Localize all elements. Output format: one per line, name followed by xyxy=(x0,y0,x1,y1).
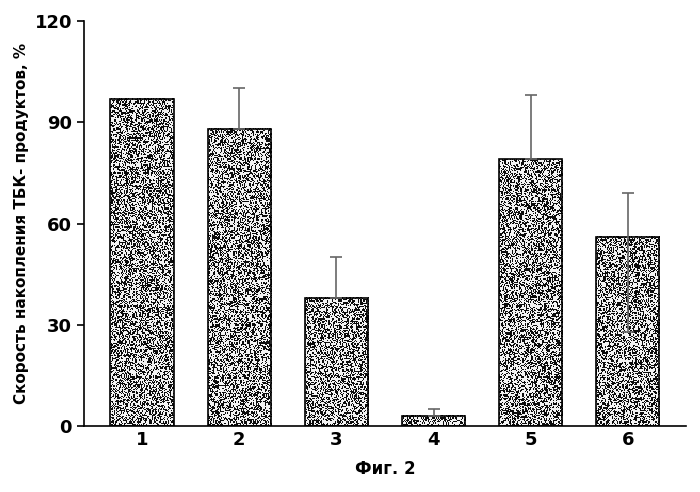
Y-axis label: Скорость накопления ТБК- продуктов, %: Скорость накопления ТБК- продуктов, % xyxy=(14,43,29,404)
Bar xyxy=(596,237,659,426)
Bar xyxy=(111,98,174,426)
Bar xyxy=(499,159,562,426)
X-axis label: Фиг. 2: Фиг. 2 xyxy=(355,460,415,478)
Bar xyxy=(208,129,271,426)
Bar xyxy=(402,416,465,426)
Bar xyxy=(304,298,368,426)
